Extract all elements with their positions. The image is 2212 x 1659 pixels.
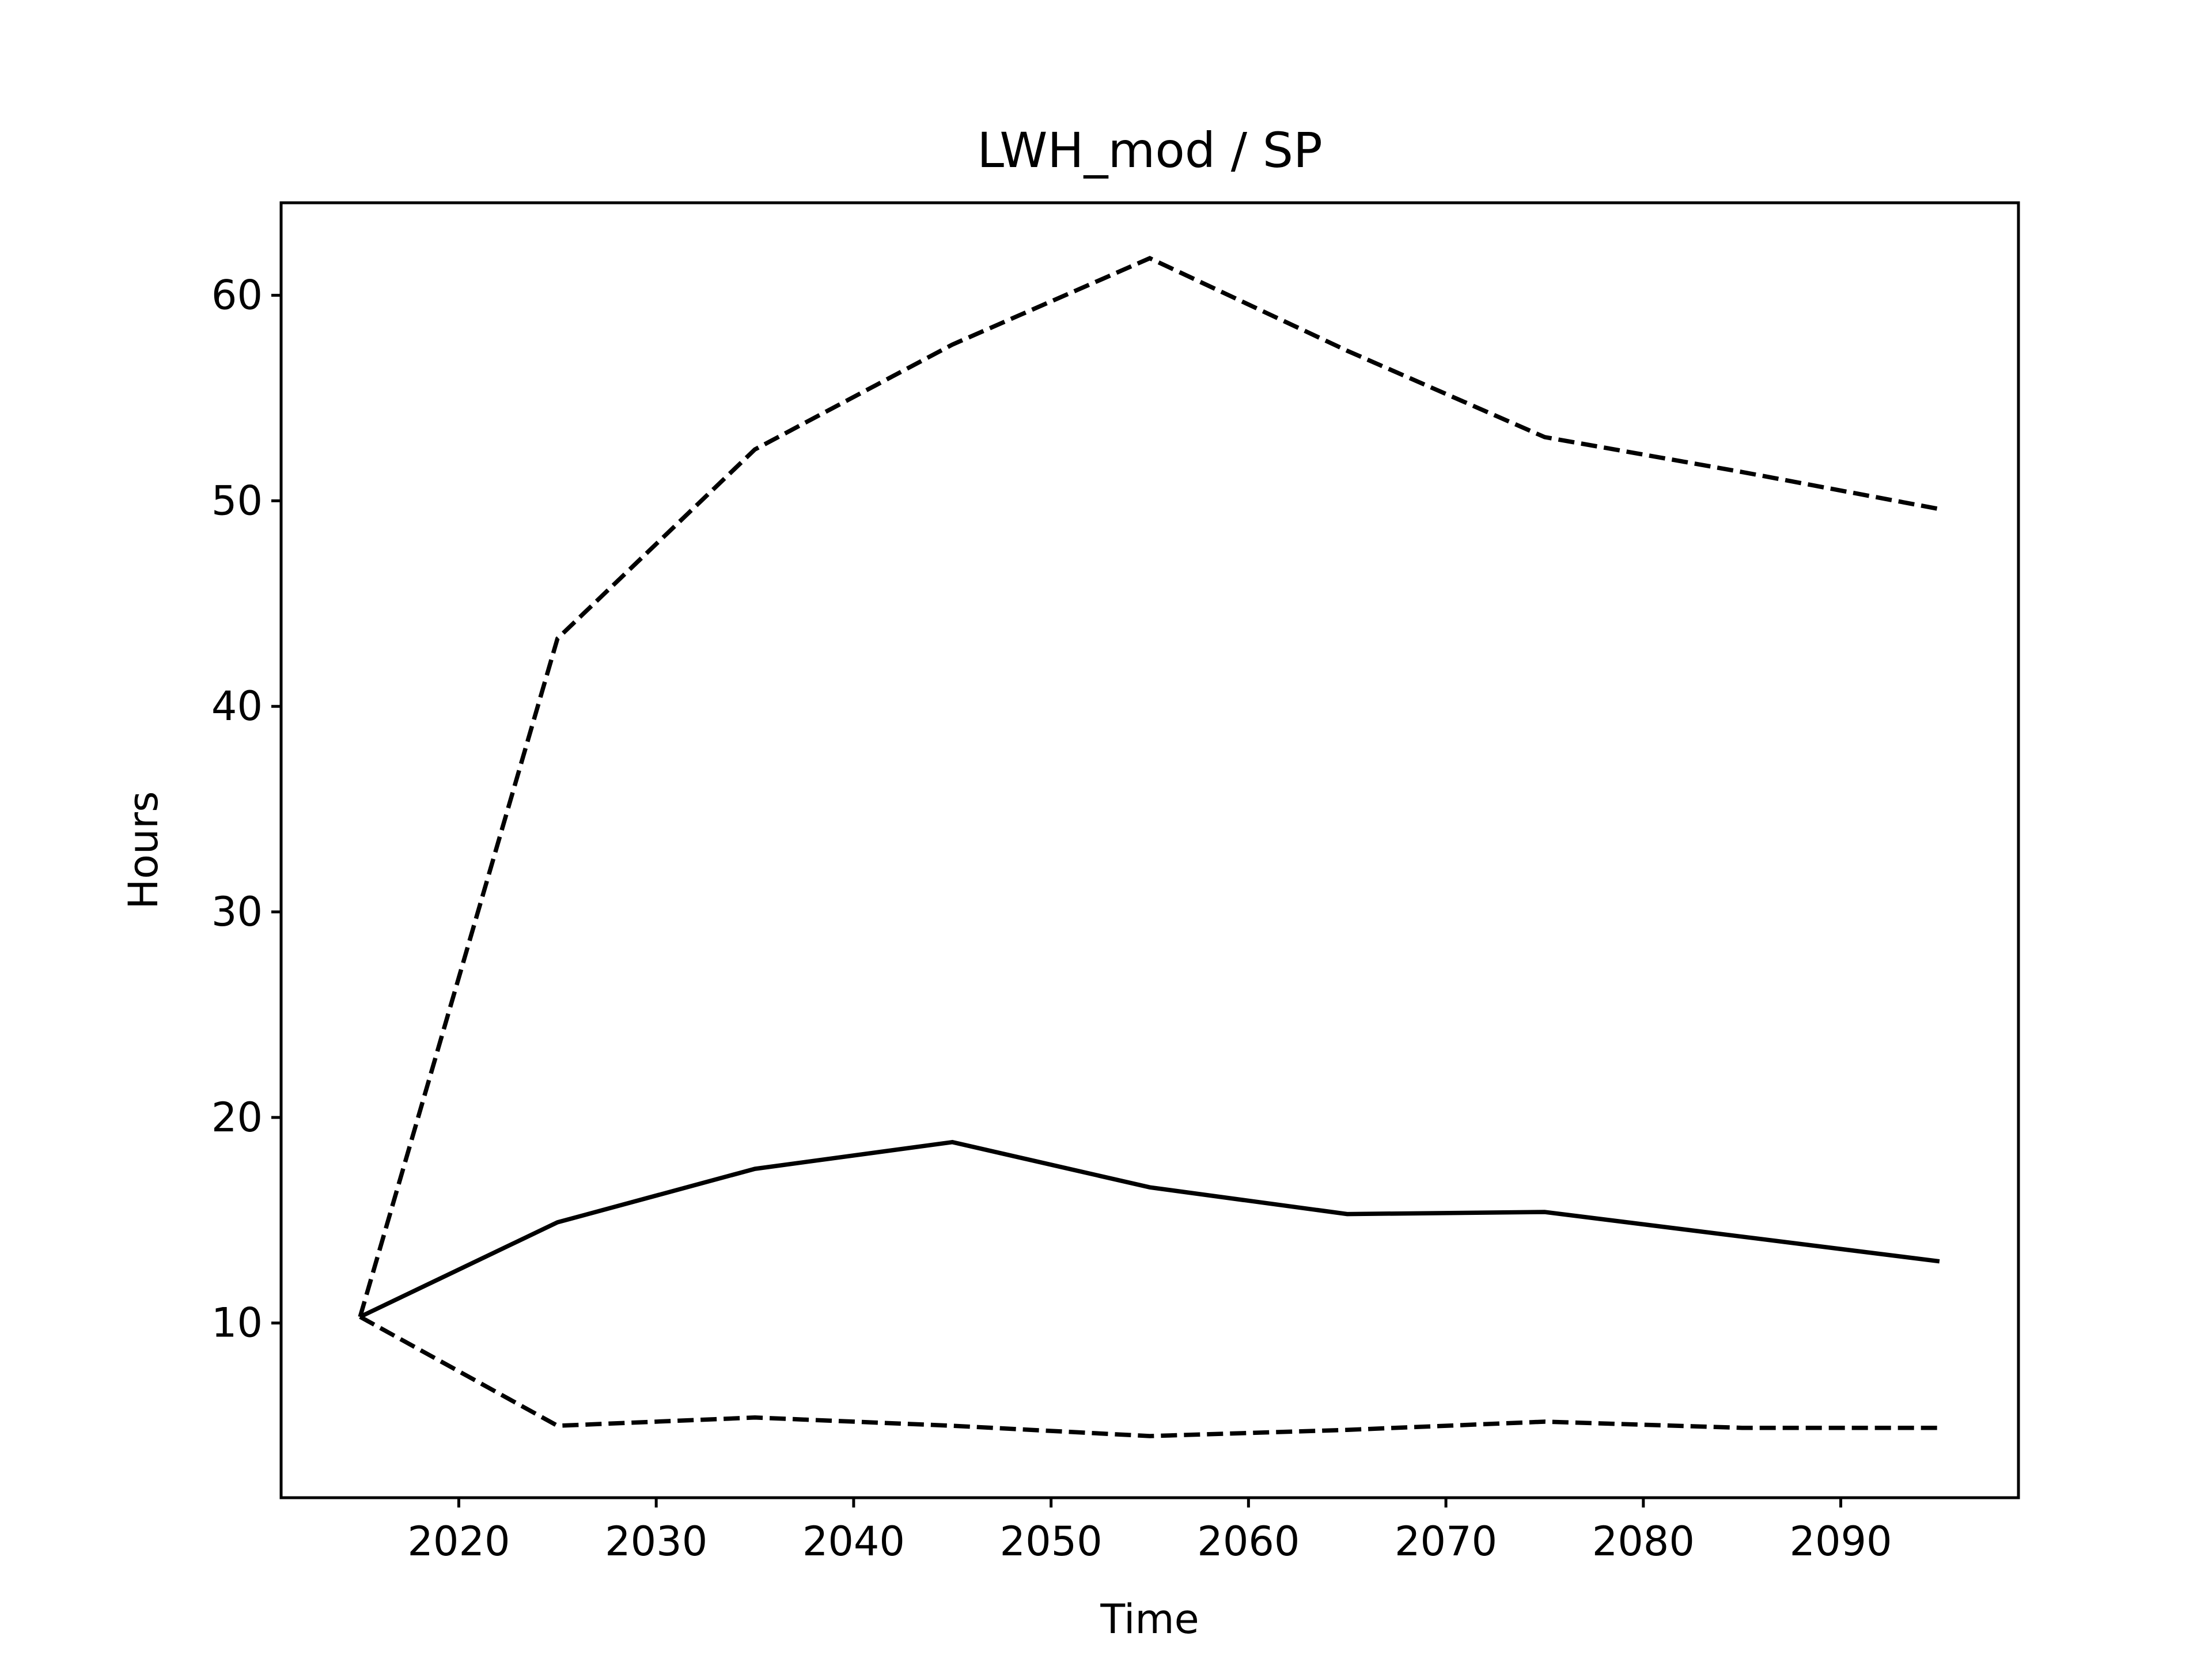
x-tick-label: 2040 [802, 1518, 905, 1565]
axes-frame [279, 201, 2020, 1499]
x-tick-label: 2030 [605, 1518, 707, 1565]
x-tick-label: 2020 [407, 1518, 510, 1565]
y-tick-label: 30 [211, 888, 263, 935]
x-tick-label: 2070 [1395, 1518, 1497, 1565]
x-axis-ticks: 2020 2030 2040 2050 2060 2070 2080 2090 [407, 1498, 1892, 1565]
series-layer [358, 256, 1940, 1438]
x-tick-label: 2060 [1197, 1518, 1300, 1565]
y-tick-label: 20 [211, 1094, 263, 1141]
x-axis-label: Time [1100, 1596, 1199, 1643]
y-tick-label: 50 [211, 477, 263, 524]
y-axis-ticks: 10 20 30 40 50 60 [211, 272, 281, 1347]
y-tick-label: 40 [211, 683, 263, 730]
x-tick-label: 2090 [1789, 1518, 1892, 1565]
series-line-3 [359, 1315, 1940, 1438]
x-tick-label: 2080 [1592, 1518, 1695, 1565]
chart-title: LWH_mod / SP [977, 122, 1323, 179]
series-line-1 [358, 256, 1940, 1318]
series-line-2 [359, 1139, 1940, 1319]
y-tick-label: 60 [211, 272, 263, 319]
y-axis-label: Hours [120, 791, 167, 909]
y-tick-label: 10 [211, 1300, 263, 1347]
x-tick-label: 2050 [1000, 1518, 1103, 1565]
